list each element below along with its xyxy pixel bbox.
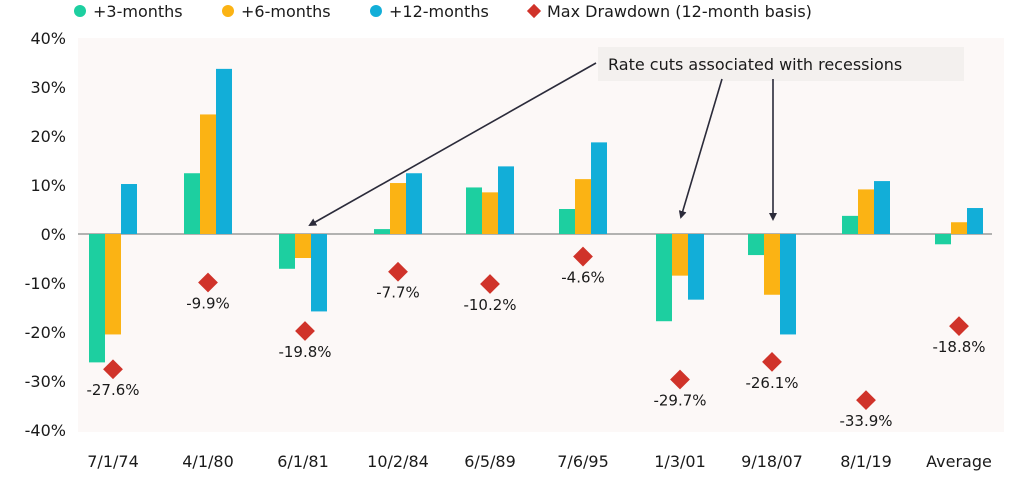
bar-6months-1	[200, 114, 216, 234]
drawdown-label: -10.2%	[463, 296, 516, 314]
drawdown-label: -18.8%	[932, 338, 985, 356]
drawdown-diamond-0	[103, 359, 123, 380]
y-tick-label: -10%	[25, 274, 66, 293]
drawdown-markers: -27.6% -9.9% -19.8% -7.7% -10.2% -4.6% -29.7% -…	[86, 246, 986, 430]
y-tick-label: -20%	[25, 323, 66, 342]
arrow-to-1-3-01	[678, 78, 723, 219]
bar-12months-5	[591, 142, 607, 234]
bar-6months-0	[105, 234, 121, 335]
bar-12months-4	[498, 166, 514, 234]
arrow-to-6-1-81	[308, 62, 597, 226]
drawdown-diamond-4	[480, 274, 500, 294]
bar-12months-0	[121, 184, 137, 234]
bar-6months-6	[672, 234, 688, 276]
bar-3months-4	[466, 187, 482, 234]
x-tick-label: Average	[926, 452, 992, 471]
x-tick-label: 1/3/01	[654, 452, 706, 471]
y-axis: 40% 30% 20% 10% 0% -10% -20% -30% -40%	[25, 29, 66, 440]
drawdown-label: -26.1%	[745, 374, 798, 392]
x-tick-label: 7/6/95	[557, 452, 609, 471]
plot-background	[78, 38, 1004, 432]
legend: +3-months +6-months +12-months Max Drawdown…	[74, 2, 812, 21]
legend-label: Max Drawdown (12-month basis)	[547, 2, 812, 21]
bar-3months-2	[279, 234, 295, 269]
bar-12months-1	[216, 68, 232, 235]
drawdown-diamond-7	[762, 351, 782, 372]
bar-12months-7	[780, 234, 796, 335]
drawdown-diamond-2	[295, 321, 315, 341]
bar-12months-3	[406, 173, 422, 234]
bar-6months-2	[295, 234, 311, 259]
drawdown-diamond-1	[198, 272, 218, 293]
bar-6months-9	[951, 222, 967, 234]
bar-3months-6	[656, 234, 672, 322]
y-tick-label: -30%	[25, 372, 66, 391]
bar-3months-5	[559, 209, 575, 234]
legend-swatch-2	[222, 5, 234, 17]
bar-6months-7	[764, 234, 780, 295]
y-tick-label: -40%	[25, 421, 66, 440]
legend-label: +3-months	[93, 2, 183, 21]
bar-6months-3	[390, 183, 406, 234]
bar-3months-9	[935, 234, 951, 245]
drawdown-label: -19.8%	[278, 343, 331, 361]
bar-3months-7	[748, 234, 764, 256]
y-tick-label: 0%	[41, 225, 66, 244]
legend-label: +12-months	[389, 2, 489, 21]
legend-swatch-1	[74, 5, 86, 17]
x-tick-label: 6/1/81	[277, 452, 329, 471]
annotation-box	[598, 47, 964, 81]
drawdown-label: -33.9%	[839, 412, 892, 430]
drawdown-diamond-8	[856, 390, 876, 411]
bar-12months-2	[311, 234, 327, 312]
bar-3months-0	[89, 234, 105, 363]
bar-6months-5	[575, 179, 591, 234]
drawdown-diamond-3	[388, 261, 408, 282]
y-tick-label: 30%	[30, 78, 66, 97]
legend-swatch-3	[370, 5, 382, 17]
drawdown-label: -4.6%	[561, 269, 605, 287]
bars	[89, 68, 983, 363]
legend-label: +6-months	[241, 2, 331, 21]
bar-3months-3	[374, 229, 390, 234]
x-tick-label: 10/2/84	[367, 452, 429, 471]
bar-6months-4	[482, 192, 498, 234]
bar-3months-8	[842, 215, 858, 234]
bar-12months-8	[874, 181, 890, 234]
bar-3months-1	[184, 173, 200, 234]
annotation-text: Rate cuts associated with recessions	[608, 55, 902, 74]
drawdown-diamond-9	[949, 316, 969, 337]
x-tick-label: 6/5/89	[464, 452, 516, 471]
drawdown-diamond-6	[670, 369, 690, 390]
x-tick-label: 7/1/74	[87, 452, 139, 471]
bar-6months-8	[858, 189, 874, 234]
drawdown-label: -7.7%	[376, 284, 420, 302]
legend-diamond-icon	[526, 3, 542, 19]
y-tick-label: 40%	[30, 29, 66, 48]
x-axis: 7/1/74 4/1/80 6/1/81 10/2/84 6/5/89 7/6/95 1/3…	[87, 452, 992, 471]
x-tick-label: 8/1/19	[840, 452, 892, 471]
x-tick-label: 4/1/80	[182, 452, 234, 471]
drawdown-label: -27.6%	[86, 381, 139, 399]
y-tick-label: 20%	[30, 127, 66, 146]
y-tick-label: 10%	[30, 176, 66, 195]
annotation: Rate cuts associated with recessions	[308, 47, 964, 226]
drawdown-label: -9.9%	[186, 295, 230, 313]
drawdown-diamond-5	[573, 246, 593, 267]
bar-12months-9	[967, 208, 983, 234]
x-tick-label: 9/18/07	[741, 452, 803, 471]
drawdown-label: -29.7%	[653, 392, 706, 410]
bar-12months-6	[688, 234, 704, 300]
